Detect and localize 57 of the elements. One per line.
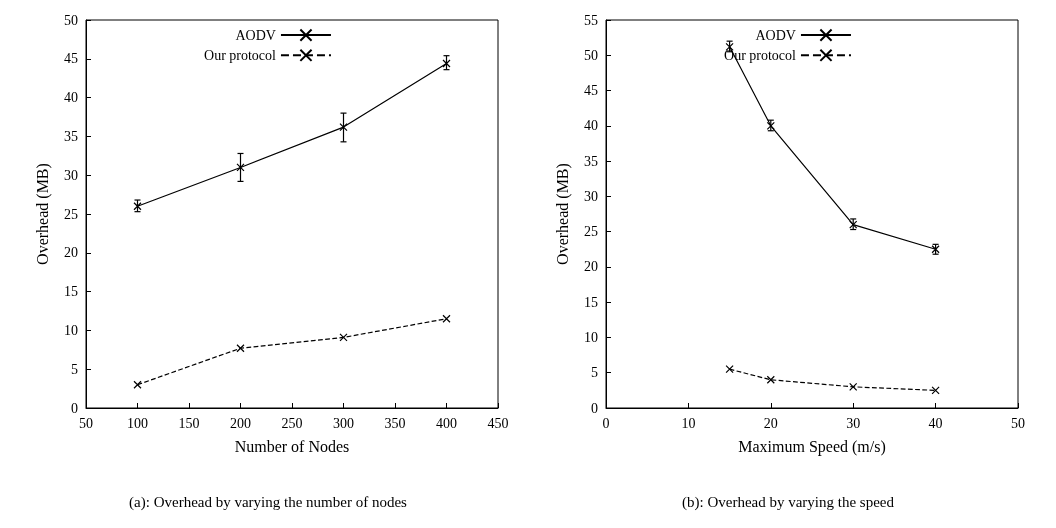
x-tick-label: 200 <box>230 415 251 431</box>
x-axis-title: Maximum Speed (m/s) <box>738 437 886 456</box>
x-tick-label: 50 <box>1011 415 1025 431</box>
point <box>766 375 775 384</box>
y-tick-label: 50 <box>584 47 598 63</box>
text: (b): Overhead by varying the speed <box>681 493 895 511</box>
y-tick-label: 5 <box>591 365 598 381</box>
y-tick-label: 15 <box>64 284 78 300</box>
text: (a): Overhead by varying the number of nodes <box>129 493 408 511</box>
y-tick-label: 0 <box>71 400 78 416</box>
y-tick-label: 20 <box>584 259 598 275</box>
legend-label: AODV <box>235 27 276 43</box>
point <box>931 386 940 395</box>
y-tick-label: 30 <box>64 167 78 183</box>
x-tick-label: 10 <box>681 415 696 431</box>
point <box>339 333 348 342</box>
y-tick-label: 20 <box>64 245 78 261</box>
point <box>236 344 245 353</box>
y-tick-label: 30 <box>584 188 598 204</box>
y-tick-label: 45 <box>584 83 598 99</box>
point <box>725 365 734 374</box>
point <box>849 382 858 391</box>
point <box>442 59 451 68</box>
y-tick-label: 15 <box>584 294 598 310</box>
y-axis-title: Overhead (MB) <box>553 163 572 265</box>
x-tick-label: 300 <box>333 415 354 431</box>
x-tick-label: 400 <box>436 415 457 431</box>
y-tick-label: 10 <box>584 329 598 345</box>
y-tick-label: 45 <box>64 51 78 67</box>
point <box>339 122 348 132</box>
y-tick-label: 55 <box>584 12 598 28</box>
y-tick-label: 35 <box>64 128 78 144</box>
y-tick-label: 10 <box>64 322 78 338</box>
x-tick-label: 30 <box>846 415 861 431</box>
legend-label: Our protocol <box>204 47 277 63</box>
x-tick-label: 250 <box>281 415 303 431</box>
x-tick-label: 20 <box>763 415 778 431</box>
x-axis-title: Number of Nodes <box>234 437 350 455</box>
x-tick-label: 450 <box>487 415 509 431</box>
y-tick-label: 0 <box>591 400 598 416</box>
x-tick-label: 150 <box>178 415 200 431</box>
y-tick-label: 40 <box>64 90 78 106</box>
y-tick-label: 50 <box>64 12 78 28</box>
y-tick-label: 35 <box>584 153 598 169</box>
x-tick-label: 0 <box>602 415 610 431</box>
x-tick-label: 350 <box>384 415 406 431</box>
y-tick-label: 25 <box>584 224 598 240</box>
point <box>236 163 245 172</box>
x-tick-label: 40 <box>928 415 943 431</box>
y-tick-label: 25 <box>64 206 78 222</box>
point <box>442 314 451 323</box>
y-axis-title: Overhead (MB) <box>33 163 52 265</box>
y-tick-label: 5 <box>71 361 78 377</box>
y-tick-label: 40 <box>584 118 598 134</box>
point <box>133 380 142 389</box>
x-tick-label: 100 <box>127 415 148 431</box>
legend-label: AODV <box>755 27 796 43</box>
